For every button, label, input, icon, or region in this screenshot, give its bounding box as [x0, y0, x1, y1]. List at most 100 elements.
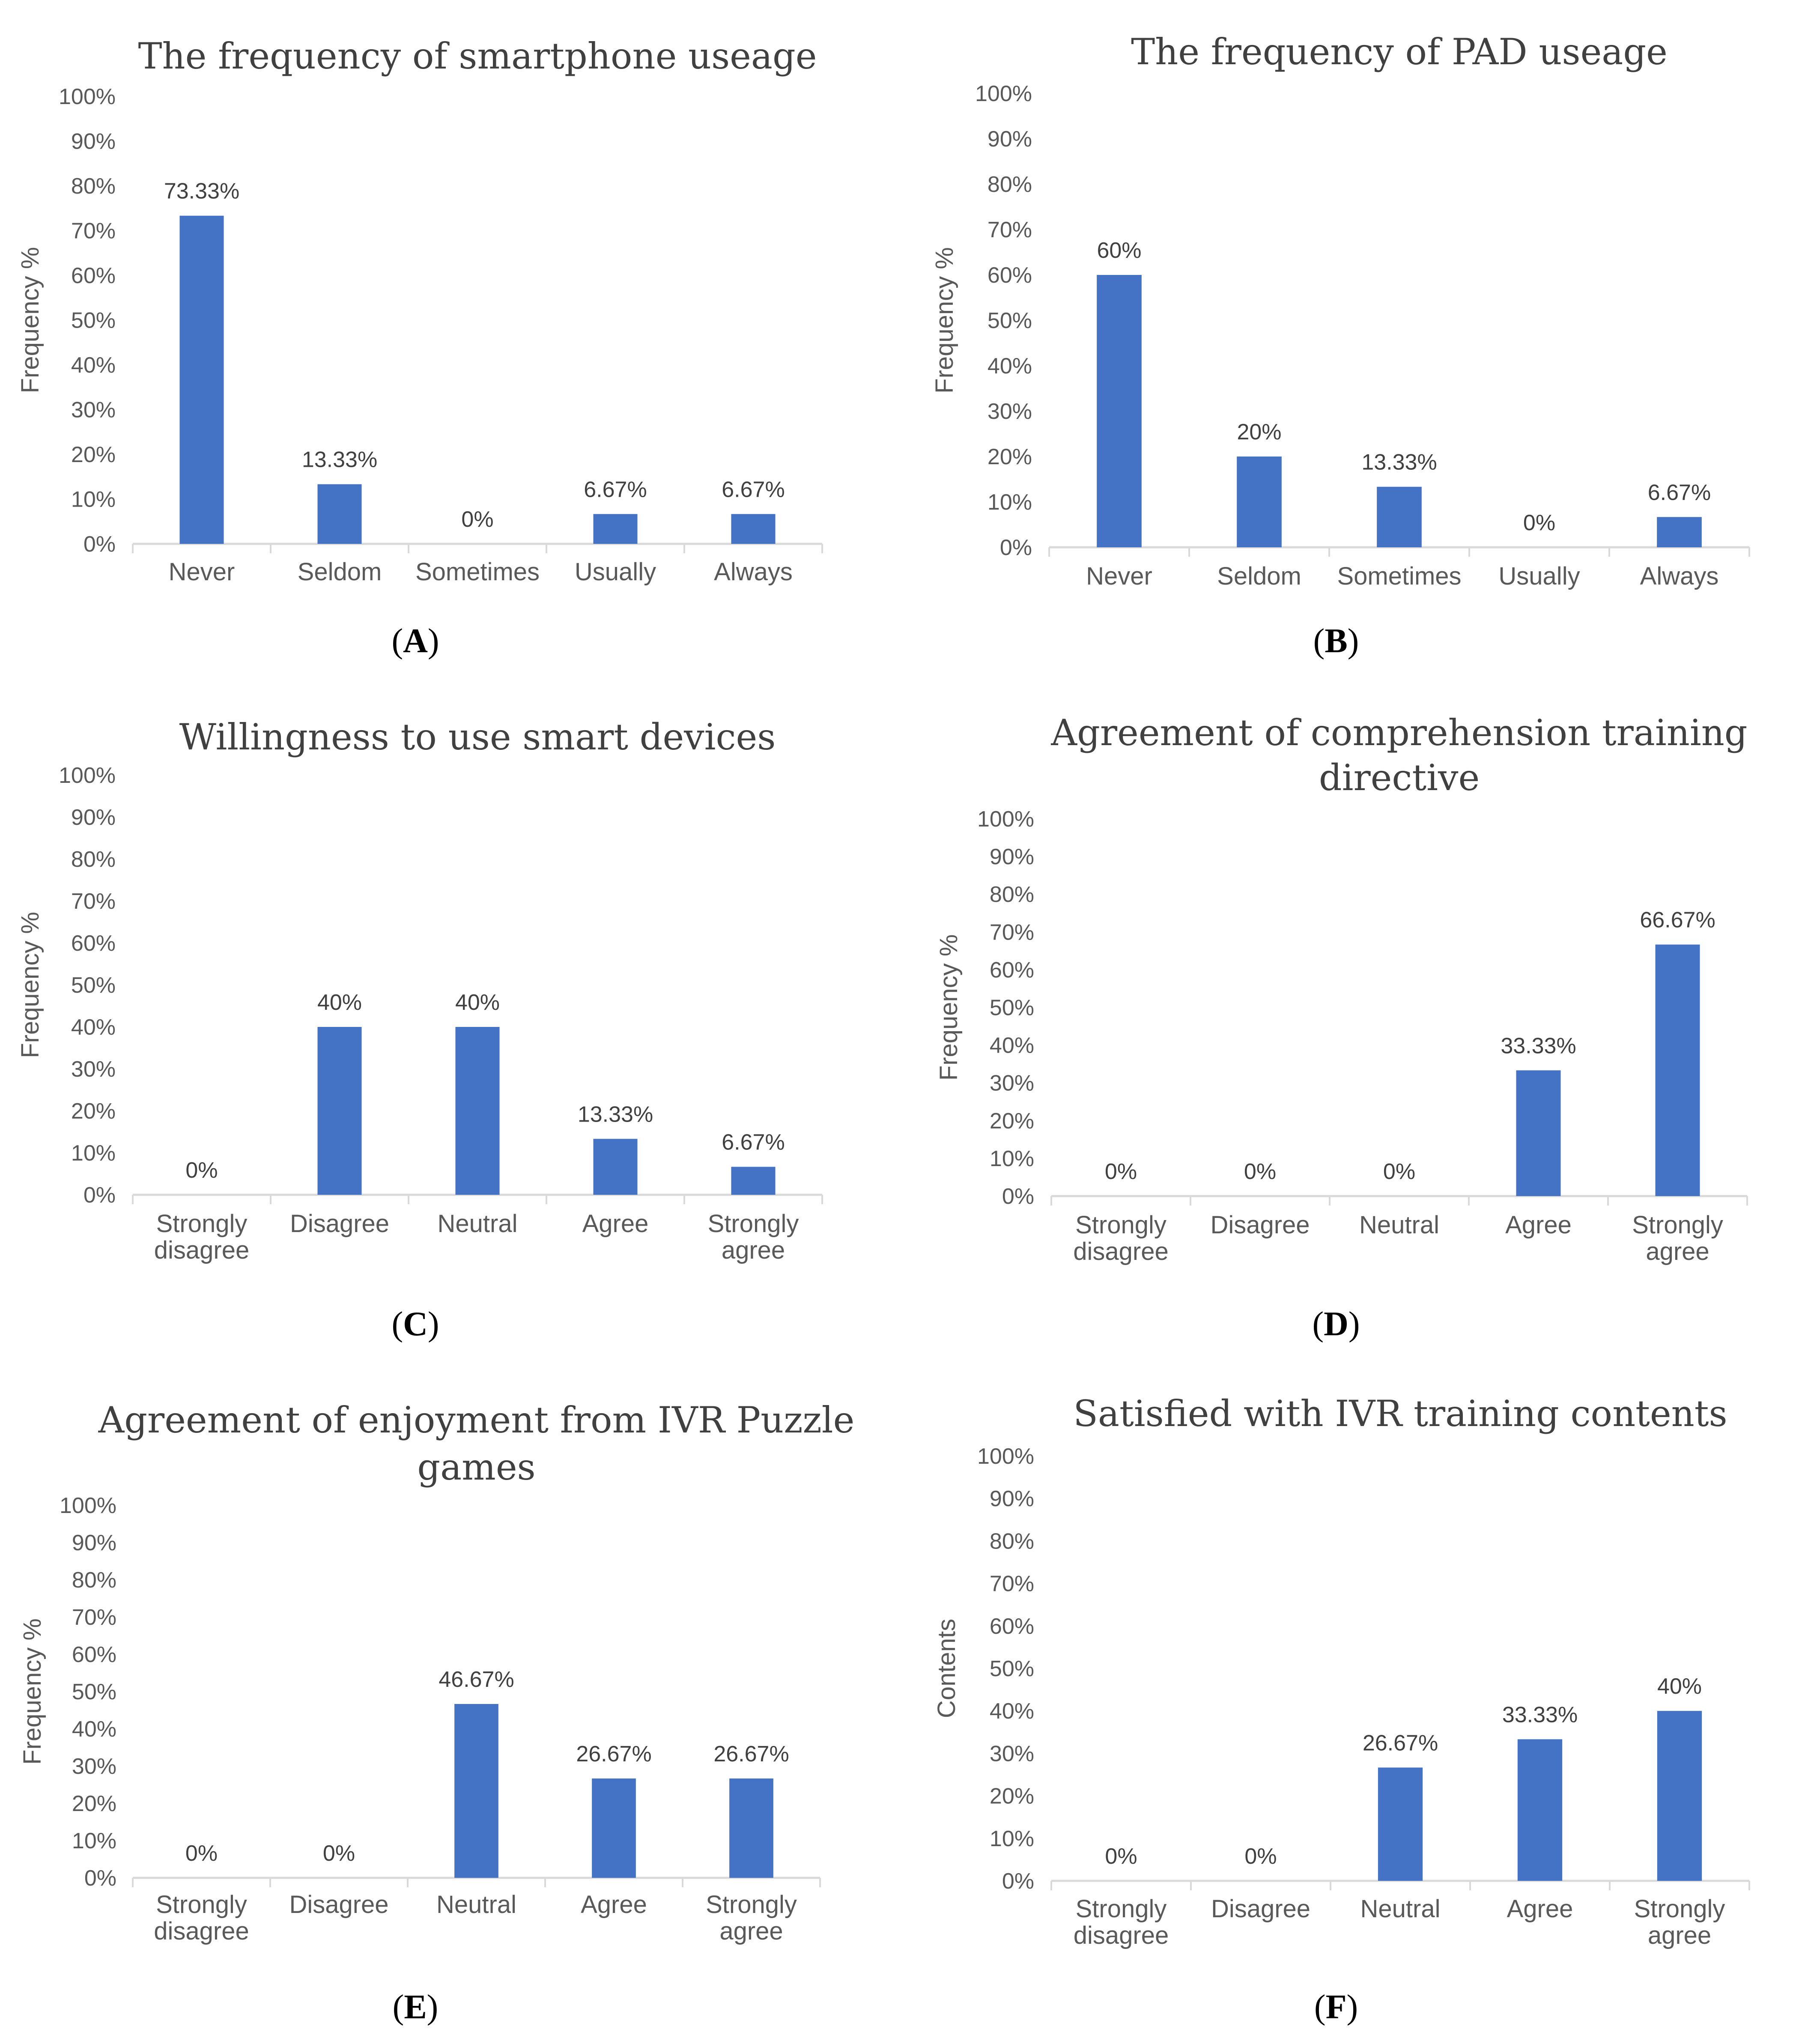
- y-tick-label: 20%: [988, 445, 1032, 469]
- chart-title: games: [417, 1446, 535, 1488]
- panel-paren-open: (: [391, 622, 403, 660]
- y-tick-label: 40%: [988, 354, 1032, 379]
- data-label: 0%: [185, 1158, 218, 1183]
- category-label: agree: [1646, 1238, 1709, 1265]
- bar-d-3: [1516, 1070, 1561, 1196]
- y-tick-label: 70%: [71, 889, 116, 914]
- panel-letter: F: [1326, 1988, 1347, 2026]
- y-tick-label: 60%: [71, 931, 116, 956]
- category-label: Agree: [582, 1210, 649, 1238]
- category-label: disagree: [1073, 1238, 1168, 1265]
- data-label: 0%: [1105, 1159, 1137, 1184]
- y-tick-label: 50%: [990, 996, 1034, 1021]
- bar-c-1: [317, 1027, 362, 1195]
- y-tick-label: 60%: [990, 1614, 1034, 1639]
- y-tick-label: 70%: [990, 1572, 1034, 1596]
- chart-title: Satisfied with IVR training contents: [1073, 1393, 1727, 1435]
- y-tick-label: 0%: [84, 1183, 116, 1208]
- chart-title: The frequency of PAD useage: [1131, 31, 1668, 73]
- y-tick-label: 50%: [71, 973, 116, 998]
- panel-paren-close: ): [1346, 1988, 1358, 2026]
- category-label: Strongly: [1076, 1895, 1167, 1923]
- data-label: 0%: [185, 1841, 218, 1866]
- chart-title: Agreement of enjoyment from IVR Puzzle: [98, 1399, 855, 1441]
- y-tick-label: 20%: [990, 1784, 1034, 1809]
- y-tick-label: 10%: [71, 487, 116, 512]
- y-tick-label: 10%: [72, 1829, 116, 1853]
- bar-c-3: [593, 1139, 638, 1195]
- bar-a-4: [731, 514, 776, 544]
- chart-panel-b: The frequency of PAD useage 0% 10% 20% 30% 40…: [931, 31, 1750, 660]
- y-tick-label: 60%: [71, 263, 116, 288]
- category-label: Strongly: [706, 1891, 797, 1919]
- category-label: Never: [169, 558, 235, 586]
- category-label: Strongly: [1634, 1895, 1725, 1923]
- panel-paren-close: ): [428, 622, 439, 660]
- bar-c-4: [731, 1167, 776, 1195]
- chart-title: Agreement of comprehension training: [1050, 712, 1747, 754]
- y-tick-label: 80%: [71, 174, 116, 199]
- y-tick-label: 60%: [988, 263, 1032, 288]
- category-label: agree: [719, 1917, 783, 1945]
- category-label: Never: [1086, 562, 1152, 590]
- data-label: 60%: [1097, 238, 1141, 263]
- category-label: agree: [1648, 1922, 1711, 1949]
- data-label: 0%: [1383, 1159, 1415, 1184]
- y-tick-label: 50%: [72, 1680, 116, 1704]
- y-axis-label: Frequency %: [931, 247, 958, 394]
- y-tick-label: 30%: [988, 399, 1032, 424]
- y-tick-label: 10%: [71, 1141, 116, 1166]
- y-tick-label: 50%: [990, 1656, 1034, 1681]
- y-tick-label: 100%: [59, 84, 116, 109]
- bar-b-0: [1097, 275, 1142, 547]
- y-tick-label: 90%: [71, 129, 116, 154]
- bar-a-3: [593, 514, 638, 544]
- category-label: Strongly: [1632, 1211, 1723, 1239]
- data-label: 13.33%: [578, 1102, 653, 1127]
- y-tick-label: 30%: [990, 1741, 1034, 1766]
- bar-f-4: [1657, 1711, 1702, 1881]
- category-label: Sometimes: [1337, 562, 1461, 590]
- category-label: Neutral: [438, 1210, 518, 1238]
- y-tick-label: 20%: [71, 442, 116, 467]
- bar-e-3: [592, 1778, 636, 1878]
- y-tick-label: 20%: [990, 1109, 1034, 1134]
- y-tick-label: 50%: [71, 308, 116, 333]
- y-tick-label: 50%: [988, 308, 1032, 333]
- y-tick-label: 80%: [988, 172, 1032, 197]
- category-label: Neutral: [436, 1891, 516, 1919]
- panel-paren-close: ): [427, 1988, 439, 2026]
- chart-panel-a: The frequency of smartphone useage 0% 10% 2…: [16, 35, 823, 660]
- y-tick-label: 60%: [72, 1642, 116, 1667]
- y-tick-label: 40%: [990, 1033, 1034, 1058]
- chart-panel-e: Agreement of enjoyment from IVR Puzzle ga…: [18, 1399, 854, 2026]
- category-label: agree: [722, 1236, 785, 1264]
- category-label: Seldom: [1217, 562, 1301, 590]
- category-label: Sometimes: [415, 558, 540, 586]
- data-label: 0%: [461, 507, 493, 532]
- y-tick-label: 0%: [1000, 535, 1032, 560]
- panel-paren-open: (: [391, 1305, 403, 1343]
- category-label: Agree: [1505, 1211, 1572, 1239]
- data-label: 13.33%: [1361, 450, 1437, 475]
- bar-f-2: [1378, 1767, 1423, 1881]
- y-tick-label: 90%: [988, 127, 1032, 152]
- bar-b-1: [1237, 457, 1282, 547]
- category-label: Always: [1640, 562, 1719, 590]
- bar-b-4: [1657, 517, 1702, 547]
- panel-paren-open: (: [1312, 1305, 1324, 1343]
- y-tick-label: 90%: [71, 805, 116, 830]
- category-label: Agree: [1507, 1895, 1573, 1923]
- chart-panel-f: Satisfied with IVR training contents 0% 10…: [933, 1393, 1750, 2026]
- data-label: 26.67%: [713, 1742, 789, 1766]
- panel-letter: C: [403, 1305, 428, 1343]
- y-tick-label: 80%: [71, 847, 116, 872]
- y-tick-label: 80%: [990, 1529, 1034, 1554]
- category-label: Neutral: [1360, 1895, 1441, 1923]
- data-label: 0%: [323, 1841, 355, 1866]
- y-tick-label: 10%: [990, 1146, 1034, 1171]
- y-tick-label: 30%: [71, 1057, 116, 1082]
- data-label: 33.33%: [1501, 1033, 1576, 1058]
- y-tick-label: 70%: [71, 219, 116, 244]
- category-label: Disagree: [1210, 1211, 1310, 1239]
